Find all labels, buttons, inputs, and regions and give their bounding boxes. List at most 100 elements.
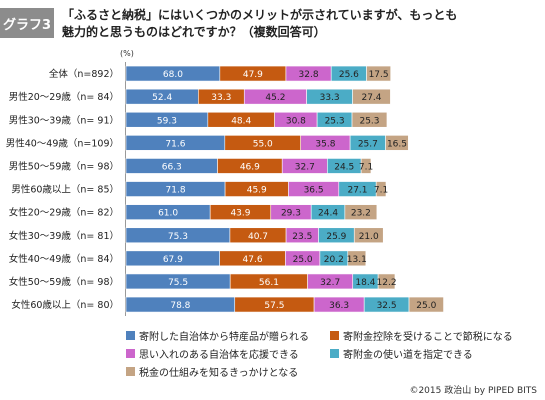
bar-segment [344,204,378,220]
category-label: 女性60歳以上（n= 80） [11,299,119,311]
bar-value-label: 33.3 [320,93,340,103]
bar-value-label: 40.7 [248,232,268,242]
category-label: 女性30～39歳（n= 81） [9,230,119,242]
legend-item: 思い入れのある自治体を応援できる [126,346,299,361]
bar-value-label: 25.6 [339,70,359,80]
category-label: 男性20～29歳（n= 84） [9,91,119,103]
bar-value-label: 33.3 [211,93,231,103]
bar-value-label: 68.0 [163,70,183,80]
bar-value-label: 66.3 [162,162,182,172]
copyright-text: ©2015 政治山 by PIPED BITS [409,386,537,396]
bar-value-label: 46.9 [240,162,260,172]
bar-value-label: 56.1 [259,278,279,288]
bar-value-label: 7.1 [359,162,373,172]
bar-value-label: 29.3 [281,209,301,219]
bar-value-label: 23.5 [292,232,312,242]
chart-legend: 寄附した自治体から特産品が贈られる 寄附金控除を受けることで節税になる思い入れのあ… [118,322,538,384]
legend-label: 思い入れのある自治体を応援できる [139,350,299,361]
bar-value-label: 47.9 [243,70,263,80]
bar-value-label: 20.2 [324,255,344,265]
bar-segment [366,65,391,82]
bar-value-label: 52.4 [152,93,172,103]
bar-value-label: 23.2 [351,209,371,219]
category-label: 全体（n=892） [49,68,119,80]
bar-value-label: 36.3 [329,301,349,311]
legend-item: 寄附金控除を受けることで節税になる [330,328,513,343]
legend-label: 寄附金控除を受けることで節税になる [343,332,513,343]
bar-value-label: 59.3 [157,116,177,126]
bar-segment [353,227,384,244]
bar-value-label: 27.4 [361,93,381,103]
bar-value-label: 35.8 [315,139,335,149]
bar-value-label: 25.3 [359,116,379,126]
category-label: 女性20～29歳（n= 82） [9,207,119,219]
legend-swatch [126,367,135,376]
legend-item: 寄附した自治体から特産品が贈られる [126,328,309,343]
bar-value-label: 45.9 [247,186,267,196]
chart-title-line-1: 「ふるさと納税」にはいくつかのメリットが示されていますが、もっとも [62,8,458,22]
category-label: 男性30～39歳（n= 91） [9,114,119,126]
bar-value-label: 43.9 [230,209,250,219]
bar-segment [347,250,367,267]
bar-value-label: 7.1 [374,186,388,196]
bar-segment [385,135,409,151]
legend-label: 寄附した自治体から特産品が贈られる [139,332,309,343]
bar-segment [408,296,444,313]
legend-swatch [126,331,135,340]
bar-value-label: 13.1 [347,255,367,265]
bar-value-label: 57.5 [264,301,284,311]
category-label: 女性50～59歳（n= 98） [9,276,119,288]
bar-value-label: 21.0 [359,232,379,242]
bar-value-label: 30.8 [286,116,306,126]
bar-value-label: 32.7 [320,278,340,288]
bar-segment [351,111,388,128]
chart-header: グラフ3 「ふるさと納税」にはいくつかのメリットが示されていますが、もっとも 魅… [0,0,545,44]
bar-value-label: 75.3 [168,232,188,242]
bar-value-label: 24.4 [318,209,338,219]
bar-value-label: 75.5 [168,278,188,288]
bar-value-label: 17.5 [369,70,389,80]
category-label: 男性60歳以上（n= 85） [11,184,119,196]
bar-value-label: 25.0 [416,301,436,311]
bar-value-label: 25.0 [293,255,313,265]
bar-value-label: 25.9 [326,232,346,242]
legend-label: 寄附金の使い道を指定できる [343,350,473,361]
bar-segment [360,158,372,174]
graph-number-tag: グラフ3 [0,8,54,38]
bar-value-label: 67.9 [163,255,183,265]
bar-value-label: 32.7 [295,162,315,172]
bar-value-label: 32.5 [377,301,397,311]
bar-value-label: 25.3 [325,116,345,126]
legend-item: 寄附金の使い道を指定できる [330,346,473,361]
chart-title-line-2: 魅力的と思うものはどれですか？（複数回答可） [62,25,326,39]
legend-label: 税金の仕組みを知るきっかけとなる [139,368,299,379]
bar-value-label: 48.4 [231,116,251,126]
bar-value-label: 71.8 [166,186,186,196]
bar-segment [377,273,396,290]
bar-value-label: 27.1 [347,186,367,196]
bar-value-label: 47.6 [243,255,263,265]
bar-segment [375,181,387,197]
bar-value-label: 16.5 [387,139,407,149]
bar-value-label: 55.0 [253,139,273,149]
category-label: 男性40～49歳（n=109） [6,137,119,149]
bar-value-label: 32.8 [299,70,319,80]
category-label: 女性40～49歳（n= 84） [9,253,119,265]
bar-value-label: 45.2 [265,93,285,103]
unit-label: (%) [120,49,134,58]
legend-swatch [126,349,135,358]
bar-value-label: 12.2 [377,278,397,288]
stacked-bar-chart: (%) 68.0 47.9 32.8 25.6 17.5 52.4 33.3 45.2 33.3… [6,49,444,316]
bar-segment [352,88,391,105]
legend-swatch [330,331,339,340]
bar-value-label: 25.7 [358,139,378,149]
bar-value-label: 61.0 [158,209,178,219]
bar-value-label: 24.5 [334,162,354,172]
bar-value-label: 71.6 [165,139,185,149]
bar-value-label: 36.5 [304,186,324,196]
bar-value-label: 18.4 [355,278,375,288]
legend-swatch [330,349,339,358]
bar-value-label: 78.8 [170,301,190,311]
category-label: 男性50～59歳（n= 98） [9,160,119,172]
legend-item: 税金の仕組みを知るきっかけとなる [126,364,298,379]
